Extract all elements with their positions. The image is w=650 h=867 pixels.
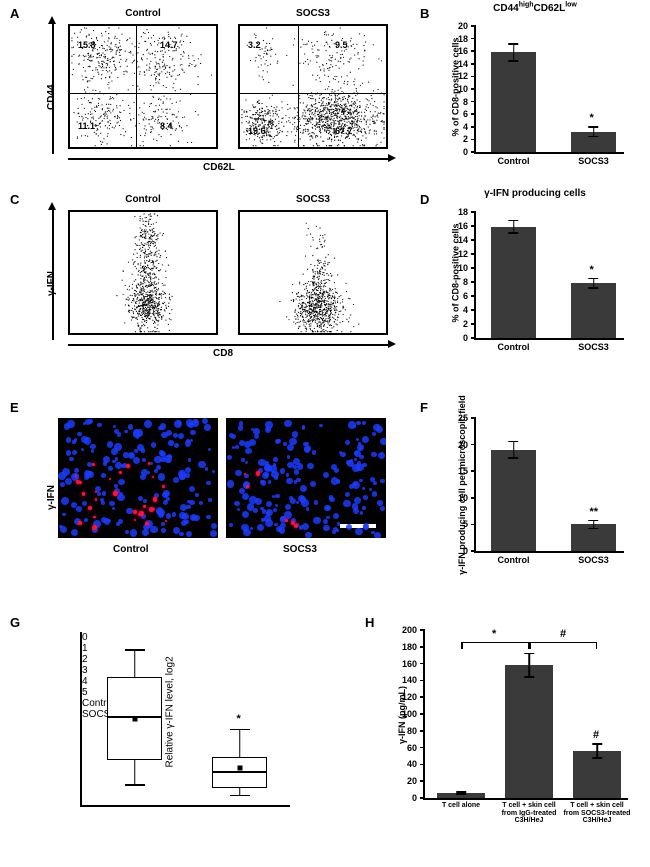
category-label: Control [498,551,530,565]
quad-line [70,93,216,94]
panel-h-chart: 020406080100120140160180200T cell aloneT… [385,630,635,840]
flow-plot-control [68,210,218,335]
if-bg [226,418,386,538]
plot-area: 020406080100120140160180200T cell aloneT… [423,630,628,800]
bar [491,450,536,551]
bar [571,283,616,338]
plot-area: 024681012141618Control*SOCS3 [474,212,624,340]
axis-y [52,210,54,340]
panel-c: Control SOCS3 γ-IFN CD8 [28,196,398,361]
flow-plot-socs3: 3.2 9.5 19.6 67.7 [238,24,388,149]
quad-label: 3.2 [248,40,261,50]
panel-d-chart: γ-IFN producing cells 024681012141618Con… [440,206,630,356]
if-title: SOCS3 [283,544,317,555]
plot-title: Control [68,194,218,205]
quad-label: 14.7 [160,40,178,50]
axis-x [68,344,388,346]
quad-line [136,26,137,147]
panel-label-g: G [10,615,20,630]
panel-a: Control SOCS3 CD44 15.8 14.7 11.1 8.4 3.… [28,10,398,175]
panel-g-chart: 012345ControlSOCS3* Relative γ-IFN level… [40,632,300,832]
scatter-dots [70,212,216,334]
quad-label: 67.7 [335,126,353,136]
category-label: SOCS3 [578,338,609,352]
title-text: CD44highCD62Llow [493,3,577,14]
category-label: T cell + skin cell from SOCS3-treated C3… [562,798,632,825]
chart-title: CD44highCD62Llow [440,2,630,14]
if-image-socs3 [226,418,386,538]
if-title: Control [113,544,149,555]
panel-label-c: C [10,192,19,207]
panel-label-f: F [420,400,428,415]
flow-plot-socs3 [238,210,388,335]
panel-f-chart: 0510152025Control**SOCS3 γ-IFN producing… [440,418,630,573]
y-axis-label: Relative γ-IFN level, log2 [165,508,176,768]
plot-title: SOCS3 [238,194,388,205]
flow-plot-control: 15.8 14.7 11.1 8.4 [68,24,218,149]
x-axis-label: CD8 [213,348,233,359]
category-label: SOCS3 [578,551,609,565]
plot-area: 02468101214161820Control*SOCS3 [474,26,624,154]
y-axis-label: % of CD8-positive cells [451,37,461,136]
plot-title: SOCS3 [238,8,388,19]
bar [491,227,536,338]
if-image-control [58,418,218,538]
category-label: Control [498,152,530,166]
quad-label: 15.8 [78,40,96,50]
y-axis-label: γ-IFN [46,485,57,510]
axis-y [52,24,54,154]
category-label: Control [498,338,530,352]
panel-label-e: E [10,400,19,415]
category-label: T cell + skin cell from IgG-treated C3H/… [494,798,564,825]
bar [505,665,553,798]
quad-label: 8.4 [160,121,173,131]
quad-label: 9.5 [335,40,348,50]
panel-label-a: A [10,6,19,21]
category-label: T cell alone [426,798,496,810]
plot-title: Control [68,8,218,19]
category-label: SOCS3 [578,152,609,166]
plot-area: 012345ControlSOCS3* [80,632,290,807]
quad-line [298,26,299,147]
panel-label-h: H [365,615,374,630]
quad-label: 11.1 [78,121,95,131]
panel-e: γ-IFN Control SOCS3 [28,410,398,580]
bar [491,52,536,152]
scatter-dots [240,212,386,334]
panel-label-d: D [420,192,429,207]
chart-title: γ-IFN producing cells [440,188,630,199]
y-axis-label: γ-IFN producing cell per microscopic fie… [457,395,467,575]
panel-label-b: B [420,6,429,21]
y-axis-label: % of CD8-positive cells [451,223,461,322]
x-axis-label: CD62L [203,162,235,173]
quad-line [240,93,386,94]
y-axis-label: γ-IFN (pg/mL) [397,686,407,744]
axis-x [68,158,388,160]
plot-area: 0510152025Control**SOCS3 [474,418,624,553]
panel-b-chart: CD44highCD62Llow 02468101214161820Contro… [440,20,630,170]
quad-label: 19.6 [248,126,266,136]
